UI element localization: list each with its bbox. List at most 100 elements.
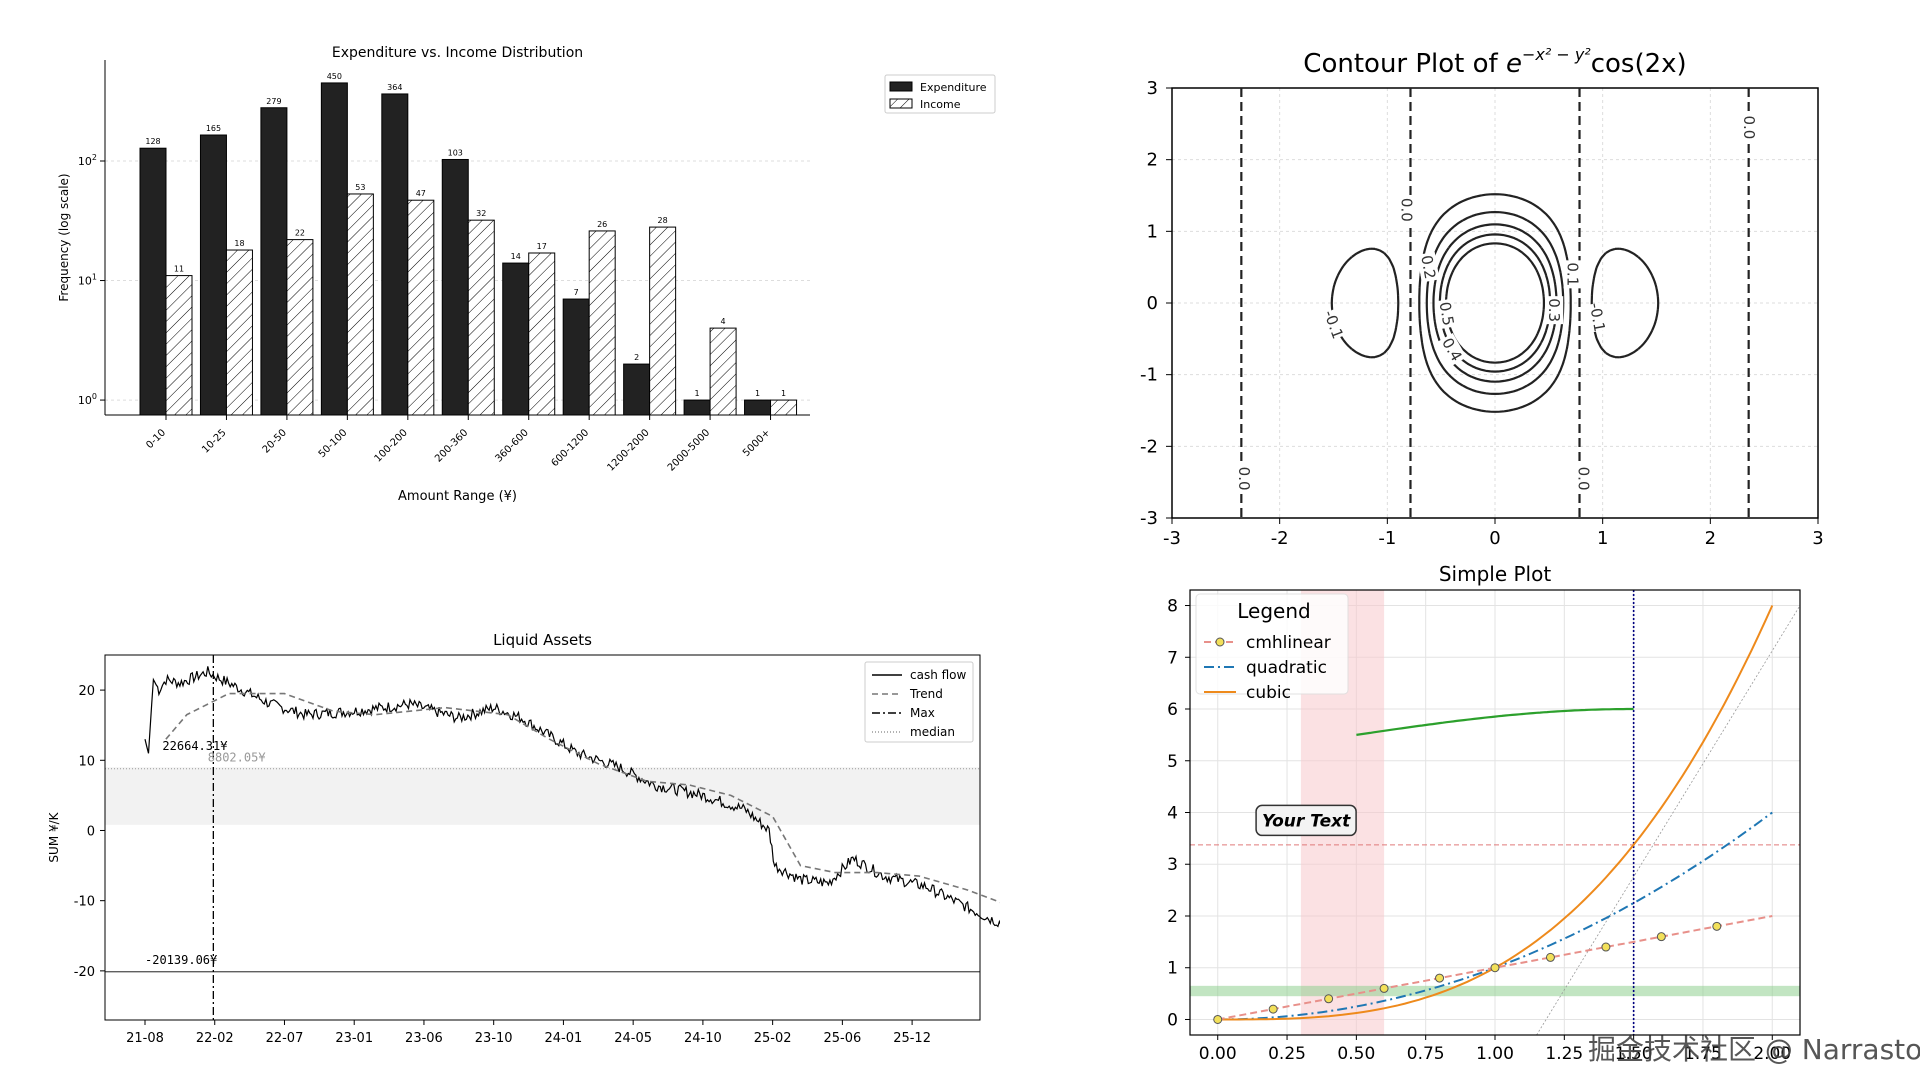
x-tick-label: 22-02 — [196, 1031, 234, 1046]
x-tick-label: 600-1200 — [549, 427, 591, 469]
x-tick-label: 50-100 — [317, 427, 350, 460]
bar-income — [467, 219, 495, 416]
y-tick-label: 3 — [1147, 78, 1158, 99]
contour-label: 0.0 — [1740, 115, 1758, 139]
bar-value-label: 128 — [145, 137, 160, 146]
legend-label: quadratic — [1246, 658, 1327, 678]
bar-value-label: 4 — [721, 317, 726, 326]
y-axis-label: SUM ¥/K — [47, 811, 61, 862]
legend-marker — [1215, 637, 1225, 647]
bar-expenditure — [623, 363, 651, 416]
x-tick-label: 1.00 — [1476, 1044, 1514, 1064]
bar-expenditure — [441, 158, 469, 416]
bar-expenditure — [502, 262, 530, 416]
contour-label: 0.0 — [1235, 467, 1253, 491]
cmhlinear-marker — [1268, 1004, 1278, 1014]
legend-title: Legend — [1237, 599, 1310, 623]
y-tick-label: 0 — [1147, 293, 1158, 314]
cmhlinear-marker — [1545, 952, 1555, 962]
contour-label: -0.1 — [1320, 308, 1347, 342]
median-band — [105, 767, 980, 825]
bar-value-label: 28 — [658, 216, 668, 225]
cmhlinear-marker — [1379, 983, 1389, 993]
cmhlinear-marker — [1712, 921, 1722, 931]
y-tick-label: 2 — [1167, 907, 1178, 927]
annotation-box — [1255, 804, 1357, 837]
expenditure-income-chart: Expenditure vs. Income Distribution 100 10… — [40, 40, 1020, 600]
x-tick-label: 2 — [1705, 528, 1716, 549]
cmhlinear-marker — [1601, 942, 1611, 952]
cmhlinear-line — [1217, 915, 1773, 1021]
y-tick-label: 0 — [87, 824, 95, 839]
legend-swatch — [889, 81, 913, 92]
x-tick-label: 20-50 — [261, 427, 289, 455]
y-tick-label: 1 — [1147, 221, 1158, 242]
y-tick-label: -2 — [1140, 436, 1158, 457]
watermark-text: 掘金技术社区 @ Narrastory — [1588, 1033, 1920, 1066]
y-tick-label: 4 — [1167, 804, 1178, 824]
x-tick-label: 0.75 — [1407, 1044, 1445, 1064]
contour-level-0.3 — [1432, 223, 1558, 383]
y-tick-label: 3 — [1167, 855, 1178, 875]
bar-value-label: 1 — [755, 389, 760, 398]
bar-value-label: 2 — [634, 353, 639, 362]
contour-label: -0.1 — [1586, 301, 1609, 333]
bar-value-label: 18 — [234, 239, 244, 248]
y-tick-label: 20 — [78, 684, 95, 699]
bar-value-label: 11 — [174, 265, 184, 274]
plot-frame — [1189, 589, 1801, 1036]
bar-expenditure — [199, 134, 227, 416]
legend-label: cubic — [1246, 683, 1291, 703]
legend-label: cash flow — [910, 668, 967, 682]
x-tick-label: 1.25 — [1545, 1044, 1583, 1064]
legend-label: median — [910, 725, 955, 739]
bar-value-label: 32 — [476, 209, 486, 218]
y-tick-label: -10 — [74, 895, 95, 910]
legend: Expenditure Income — [884, 74, 996, 114]
bar-value-label: 450 — [327, 72, 342, 81]
cmhlinear-marker — [1213, 1014, 1223, 1024]
legend: Legend cmhlinear quadratic cubic — [1195, 593, 1349, 703]
x-tick-label: 0 — [1489, 528, 1500, 549]
bar-income — [588, 230, 616, 416]
y-tick-label: 5 — [1167, 752, 1178, 772]
legend-box — [1195, 593, 1349, 695]
legend-label: cmhlinear — [1246, 633, 1331, 653]
x-tick-label: 22-07 — [266, 1031, 304, 1046]
x-tick-label: -1 — [1378, 528, 1396, 549]
y-tick-label: 1 — [1167, 959, 1178, 979]
x-tick-label: 24-01 — [545, 1031, 583, 1046]
annotation-text: Your Text — [1262, 811, 1351, 831]
x-axis-label: Amount Range (¥) — [398, 489, 517, 504]
x-tick-label: -3 — [1163, 528, 1181, 549]
cmhlinear-marker — [1490, 963, 1500, 973]
bar-value-label: 53 — [355, 183, 365, 192]
bar-expenditure — [381, 93, 409, 416]
contour-level-0.1 — [1418, 193, 1572, 413]
chart-title: Liquid Assets — [493, 631, 592, 649]
x-tick-label: 360-600 — [494, 427, 531, 464]
bar-value-label: 279 — [266, 97, 281, 106]
x-tick-label: 1200-2000 — [605, 427, 651, 473]
contour-label-bg — [1235, 464, 1254, 493]
contour-label: 0.0 — [1574, 467, 1592, 491]
x-tick-label: 25-06 — [823, 1031, 861, 1046]
x-tick-label: 25-12 — [893, 1031, 931, 1046]
contour-label-bg — [1416, 251, 1440, 283]
x-tick-label: 21-08 — [126, 1031, 164, 1046]
chart-title: Contour Plot of e−x² − y²cos(2x) — [1303, 45, 1686, 79]
x-tick-label: 1 — [1597, 528, 1608, 549]
green-curve — [1356, 707, 1634, 736]
x-tick-label: 10-25 — [200, 427, 228, 455]
y-tick-label: 0 — [1167, 1010, 1178, 1030]
liquid-assets-chart: Liquid Assets 21-08 22-02 22-07 23-01 23-06 23… — [40, 620, 1272, 1060]
x-tick-label: 0.25 — [1268, 1044, 1306, 1064]
y-tick-label: -1 — [1140, 365, 1158, 386]
bar-value-label: 1 — [695, 389, 700, 398]
y-tick-label: 7 — [1167, 648, 1178, 668]
x-tick-label: 1.75 — [1684, 1044, 1722, 1064]
x-tick-label: 23-01 — [335, 1031, 373, 1046]
x-tick-label: -2 — [1271, 528, 1289, 549]
bar-expenditure — [260, 107, 288, 416]
